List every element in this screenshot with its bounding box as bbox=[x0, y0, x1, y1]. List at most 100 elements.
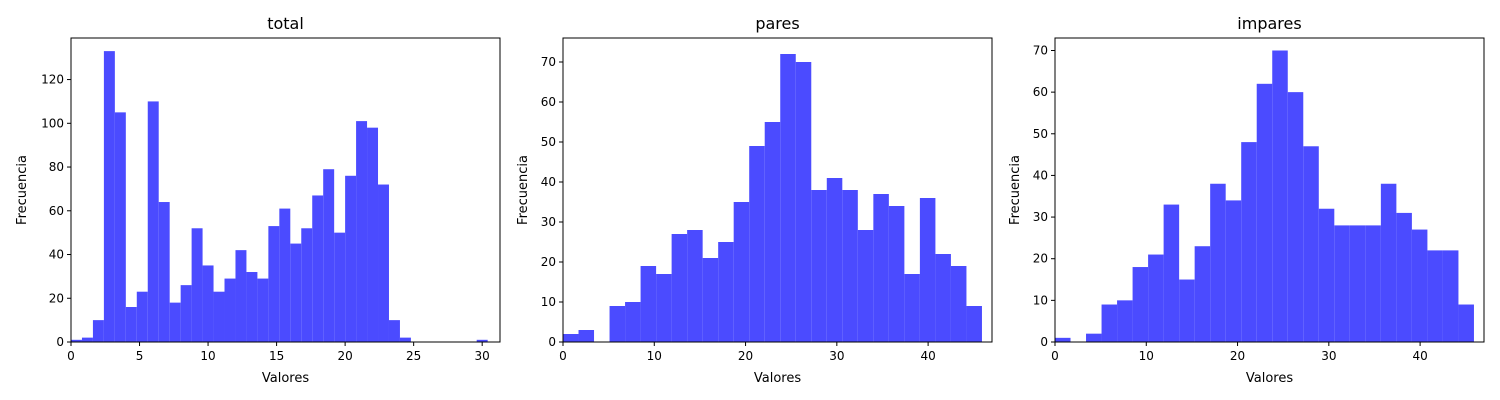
histogram-bar bbox=[640, 266, 657, 342]
histogram-pares: pares Valores Frecuencia 0 10 20 30 40 0 10 20 3… bbox=[516, 14, 993, 386]
histogram-bar bbox=[1427, 250, 1443, 342]
x-tick-label: 20 bbox=[738, 349, 753, 363]
histogram-bar bbox=[169, 302, 181, 342]
histogram-bar bbox=[1101, 304, 1118, 342]
plot-frame bbox=[562, 37, 993, 343]
histogram-bar bbox=[1163, 204, 1180, 342]
histogram-bar bbox=[609, 306, 626, 342]
plot-frame bbox=[1054, 37, 1485, 343]
x-tick-label: 10 bbox=[647, 349, 662, 363]
histogram-bar bbox=[904, 274, 920, 342]
histogram-bar bbox=[213, 291, 225, 342]
histogram-bar bbox=[367, 127, 379, 342]
histogram-bar bbox=[873, 194, 889, 342]
y-tick-label: 120 bbox=[41, 73, 64, 87]
y-tick-label: 20 bbox=[49, 291, 64, 305]
histogram-bar bbox=[1132, 267, 1149, 342]
y-tick-label: 50 bbox=[541, 135, 556, 149]
histogram-bar bbox=[671, 234, 688, 342]
histogram-bar bbox=[749, 146, 765, 342]
x-tick-label: 10 bbox=[1139, 349, 1154, 363]
histogram-bar bbox=[1303, 146, 1319, 342]
y-axis-label: Frecuencia bbox=[15, 155, 30, 225]
y-tick-label: 10 bbox=[1033, 293, 1048, 307]
chart-title: total bbox=[267, 14, 304, 33]
histogram-bar bbox=[795, 62, 812, 342]
x-tick-label: 0 bbox=[1051, 349, 1059, 363]
histogram-bar bbox=[1210, 183, 1226, 342]
histogram-bar bbox=[136, 291, 148, 342]
histogram-bar bbox=[224, 278, 236, 342]
x-tick-label: 0 bbox=[559, 349, 567, 363]
histogram-bar bbox=[81, 337, 93, 342]
histogram-impares: impares Valores Frecuencia 0 10 20 30 40 0 10 2… bbox=[1008, 14, 1485, 386]
histogram-bar bbox=[780, 54, 796, 342]
histogram-bar bbox=[301, 228, 313, 342]
histogram-bar bbox=[257, 278, 269, 342]
histogram-bar bbox=[1411, 229, 1428, 342]
histogram-bar bbox=[702, 258, 719, 342]
histogram-bar bbox=[811, 190, 827, 342]
histogram-bar bbox=[1349, 225, 1366, 342]
histogram-bar bbox=[180, 285, 192, 342]
histogram-bar bbox=[1272, 50, 1288, 342]
histogram-bar bbox=[334, 232, 346, 342]
histogram-bar bbox=[1256, 83, 1273, 342]
y-tick-label: 40 bbox=[541, 175, 556, 189]
x-tick-label: 20 bbox=[1230, 349, 1245, 363]
y-tick-label: 20 bbox=[1033, 252, 1048, 266]
histogram-bar bbox=[935, 254, 951, 342]
histogram-bar bbox=[1194, 246, 1211, 342]
chart-title: pares bbox=[755, 14, 799, 33]
x-tick-label: 0 bbox=[67, 349, 75, 363]
histogram-bar bbox=[235, 250, 247, 342]
histogram-bar bbox=[114, 112, 126, 342]
histogram-bar bbox=[1055, 337, 1071, 342]
histogram-bar bbox=[356, 121, 368, 342]
histogram-bar bbox=[246, 272, 258, 342]
histogram-bar bbox=[1442, 250, 1459, 342]
histogram-bar bbox=[1287, 92, 1304, 342]
x-axis-label: Valores bbox=[1246, 371, 1293, 386]
histogram-bar bbox=[1241, 142, 1257, 342]
histogram-bar bbox=[1148, 254, 1164, 342]
histogram-total: total Valores Frecuencia 0 5 10 15 20 25 30 0 20… bbox=[15, 14, 501, 386]
histogram-bar bbox=[388, 320, 400, 342]
histogram-bar bbox=[268, 226, 280, 342]
y-tick-label: 20 bbox=[541, 255, 556, 269]
histogram-bar bbox=[279, 208, 291, 342]
x-tick-label: 30 bbox=[1321, 349, 1336, 363]
y-tick-label: 40 bbox=[1033, 168, 1048, 182]
y-tick-label: 0 bbox=[548, 335, 556, 349]
histogram-bar bbox=[950, 266, 967, 342]
x-tick-label: 15 bbox=[269, 349, 284, 363]
histogram-bar bbox=[687, 230, 703, 342]
histogram-bar bbox=[857, 230, 874, 342]
x-tick-label: 20 bbox=[337, 349, 352, 363]
histogram-bar bbox=[1117, 300, 1133, 342]
histogram-bar bbox=[1396, 212, 1412, 342]
histogram-bar bbox=[323, 169, 335, 342]
y-tick-label: 0 bbox=[1040, 335, 1048, 349]
histogram-bar bbox=[290, 243, 302, 342]
y-tick-label: 30 bbox=[541, 215, 556, 229]
x-tick-label: 5 bbox=[136, 349, 144, 363]
histogram-bar bbox=[103, 51, 115, 342]
x-tick-label: 25 bbox=[406, 349, 421, 363]
histogram-bar bbox=[476, 339, 488, 342]
histogram-bar bbox=[202, 265, 214, 342]
histogram-bar bbox=[1458, 304, 1474, 342]
y-axis-label: Frecuencia bbox=[516, 155, 531, 225]
histogram-bar bbox=[158, 202, 170, 342]
x-tick-label: 30 bbox=[829, 349, 844, 363]
y-tick-label: 100 bbox=[41, 116, 64, 130]
histogram-bar bbox=[718, 242, 734, 342]
histogram-bar bbox=[842, 190, 858, 342]
chart-title: impares bbox=[1237, 14, 1301, 33]
histogram-bar bbox=[399, 337, 411, 342]
y-tick-label: 30 bbox=[1033, 210, 1048, 224]
x-tick-label: 40 bbox=[920, 349, 935, 363]
histogram-bar bbox=[71, 339, 82, 342]
plot-frame bbox=[70, 37, 501, 343]
